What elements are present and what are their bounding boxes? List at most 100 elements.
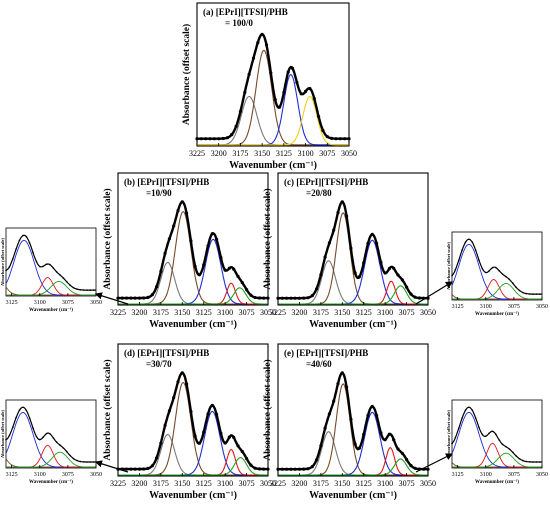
panel-a-data-point (243, 90, 247, 94)
panel-e-subtitle: =40/60 (306, 359, 332, 369)
panel-b-tick-label: 3150 (174, 308, 190, 317)
panel-a-tick-label: 3225 (189, 149, 205, 158)
panel-e-title: (e) [EPrI][TFSI]/PHB (284, 348, 368, 358)
panel-e-data-point (302, 467, 306, 471)
panel-d-peak-5 (118, 457, 268, 476)
panel-c-data-point (302, 296, 306, 300)
panel-d-data-point (167, 409, 171, 413)
panel-e: 3225 3200 3175 3150 3125 3100 3075 3050 Wavenumb… (262, 343, 436, 501)
inset-d-data-point (8, 434, 11, 437)
panel-e-tick-label: 3175 (313, 479, 329, 488)
panel-b-data-point (167, 237, 171, 241)
panel-d-data-point (146, 466, 150, 470)
panel-c-data-point (417, 296, 421, 300)
panel-c-data-point (409, 292, 413, 296)
panel-d-tick-label: 3100 (217, 479, 233, 488)
inset-b-data-point (72, 286, 75, 289)
panel-b-data-point (266, 296, 270, 300)
panel-a-data-point (212, 137, 216, 141)
panel-e-data-point (285, 467, 289, 471)
panel-e-data-point (370, 404, 374, 409)
panel-d-tick-label: 3125 (196, 479, 212, 488)
panel-c-tick-label: 3175 (313, 308, 329, 317)
inset-e-data-point (522, 459, 524, 462)
panel-d-data-point (240, 449, 244, 454)
inset-b-fit-line (5, 234, 96, 291)
panel-e-data-point (405, 457, 409, 462)
panel-d-data-point (257, 467, 261, 471)
panel-a-fit-line (197, 32, 349, 140)
inset-e-data-point (498, 439, 501, 441)
inset-e-data-point (451, 442, 453, 445)
panel-a-tick-label: 3125 (276, 149, 292, 158)
panel-c-data-point (353, 271, 357, 275)
panel-a-data-point (199, 137, 203, 141)
inset-e-data-point (461, 417, 463, 419)
inset-d-data-point (18, 409, 21, 411)
panel-a-tick-label: 3175 (232, 149, 248, 158)
inset-d-data-point (82, 461, 85, 463)
inset-c-data-point (505, 275, 507, 278)
inset-e-tick-label: 3100 (480, 472, 492, 478)
panel-a-data-point (208, 137, 212, 141)
panel-e-x-label: Wavenumber (cm⁻¹) (309, 490, 397, 501)
inset-e-peak-2 (451, 462, 542, 468)
inset-c-peak-5 (452, 283, 542, 300)
panel-c-data-point (413, 295, 417, 299)
panel-e-data-point (280, 467, 284, 471)
inset-e-peak-5 (452, 452, 542, 468)
inset-d-data-point (89, 461, 92, 463)
panel-c-tick-label: 3050 (420, 308, 436, 317)
panel-c-peak-5 (278, 285, 428, 305)
panel-c-tick-label: 3125 (356, 308, 372, 317)
inset-e-tick-label: 3125 (452, 472, 464, 478)
panel-c-data-point (396, 273, 400, 277)
panel-b-data-point (120, 296, 124, 300)
panel-a-data-point (304, 89, 308, 93)
panel-c-x-label: Wavenumber (cm⁻¹) (309, 319, 397, 330)
inset-b-data-point (82, 289, 85, 291)
inset-d-data-point (79, 460, 82, 463)
inset-d-data-point (66, 450, 68, 453)
inset-e: 3125 3100 3075 3050 Wavenumber (cm⁻¹) Absorba… (446, 399, 548, 485)
panel-c-data-point (297, 296, 301, 300)
panel-b-subtitle: =10/90 (146, 188, 172, 198)
inset-e-data-point (458, 427, 460, 430)
panel-b-data-point (125, 296, 129, 300)
panel-d-data-point (232, 435, 236, 439)
inset-c-tick-label: 3100 (480, 304, 492, 310)
panel-e-data-point (353, 442, 357, 446)
panel-d-data-point (227, 435, 231, 439)
inset-e-tick-label: 3075 (508, 472, 520, 478)
inset-d-frame (5, 399, 97, 469)
inset-c-data-point (488, 270, 490, 272)
insets-layer: 3125 3100 3075 3050 Wavenumber (cm⁻¹) Absorba… (0, 227, 548, 485)
inset-c-data-point (485, 271, 487, 274)
panel-c-data-point (285, 296, 289, 300)
inset-d-data-point (86, 461, 88, 463)
inset-e-y-label: Absorbance (offset scale) (446, 410, 451, 458)
inset-e-data-point (474, 417, 477, 419)
panel-e-tick-label: 3200 (291, 479, 307, 488)
inset-d-data-point (52, 437, 55, 439)
panel-b-title: (b) [EPrI][TFSI]/PHB (124, 177, 209, 187)
panel-d-data-point (236, 444, 240, 448)
panel-b-data-point (137, 296, 141, 300)
panel-b-data-point (133, 296, 137, 300)
panel-d-tick-label: 3150 (174, 479, 190, 488)
inset-d: 3125 3100 3075 3050 Wavenumber (cm⁻¹) Absorba… (0, 399, 102, 485)
panel-e-peak-5 (278, 458, 428, 476)
inset-e-data-point (525, 460, 528, 463)
inset-b-data-point (8, 266, 11, 268)
panel-d-data-point (176, 380, 180, 384)
inset-c-data-point (478, 259, 480, 262)
panel-d-frame (117, 343, 269, 477)
inset-c-data-point (525, 292, 528, 295)
inset-c-data-point (461, 249, 463, 251)
panel-a-data-point (330, 136, 334, 140)
panel-d-data-point (210, 403, 214, 407)
inset-d-tick-label: 3100 (34, 472, 46, 478)
panel-d-fit-line (118, 371, 268, 471)
panel-a-title: (a) [EPrI][TFSI]/PHB (203, 7, 288, 17)
panel-d: 3225 3200 3175 3150 3125 3100 3075 3050 Wavenumb… (102, 343, 276, 501)
